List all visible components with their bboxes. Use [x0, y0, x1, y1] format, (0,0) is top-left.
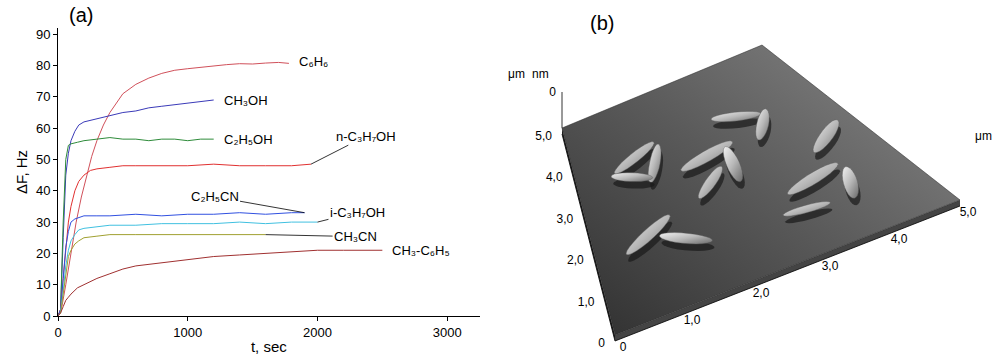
- svg-text:C₂H₅CN: C₂H₅CN: [191, 189, 239, 204]
- svg-text:0: 0: [598, 336, 605, 350]
- svg-text:70: 70: [36, 89, 50, 104]
- svg-text:0: 0: [43, 309, 50, 324]
- svg-text:CH₃OH: CH₃OH: [224, 93, 268, 108]
- svg-text:5,0: 5,0: [960, 205, 977, 219]
- svg-text:μm: μm: [508, 67, 525, 81]
- svg-text:4,0: 4,0: [546, 170, 563, 184]
- svg-text:30: 30: [36, 215, 50, 230]
- svg-text:50: 50: [36, 152, 50, 167]
- svg-text:1,0: 1,0: [578, 295, 595, 309]
- svg-text:0: 0: [549, 85, 556, 99]
- svg-text:90: 90: [36, 27, 50, 42]
- svg-text:CH₃CN: CH₃CN: [334, 229, 377, 244]
- svg-text:5,0: 5,0: [535, 129, 552, 143]
- svg-text:μm: μm: [975, 129, 992, 143]
- svg-text:2,0: 2,0: [567, 253, 584, 267]
- svg-text:C₆H₆: C₆H₆: [299, 54, 328, 69]
- svg-text:n-C₃H₇OH: n-C₃H₇OH: [336, 129, 396, 144]
- svg-text:nm: nm: [532, 67, 549, 81]
- svg-text:10: 10: [36, 277, 50, 292]
- svg-text:0: 0: [54, 325, 61, 340]
- svg-text:C₂H₅OH: C₂H₅OH: [224, 132, 273, 147]
- svg-text:3000: 3000: [433, 325, 462, 340]
- svg-text:ΔF, Hz: ΔF, Hz: [13, 150, 30, 194]
- svg-text:80: 80: [36, 58, 50, 73]
- svg-text:40: 40: [36, 183, 50, 198]
- svg-text:20: 20: [36, 246, 50, 261]
- svg-text:t, sec: t, sec: [251, 338, 287, 355]
- svg-text:4,0: 4,0: [891, 232, 908, 246]
- svg-text:(a): (a): [69, 4, 93, 26]
- svg-text:60: 60: [36, 121, 50, 136]
- svg-text:(b): (b): [590, 12, 614, 34]
- svg-text:3,0: 3,0: [557, 212, 574, 226]
- svg-text:3,0: 3,0: [822, 259, 839, 273]
- svg-text:1,0: 1,0: [684, 313, 701, 327]
- svg-text:0: 0: [620, 340, 627, 354]
- svg-text:2,0: 2,0: [753, 286, 770, 300]
- svg-text:2000: 2000: [303, 325, 332, 340]
- svg-text:CH₃-C₆H₅: CH₃-C₆H₅: [392, 243, 450, 258]
- svg-text:i-C₃H₇OH: i-C₃H₇OH: [330, 205, 385, 220]
- svg-text:1000: 1000: [173, 325, 202, 340]
